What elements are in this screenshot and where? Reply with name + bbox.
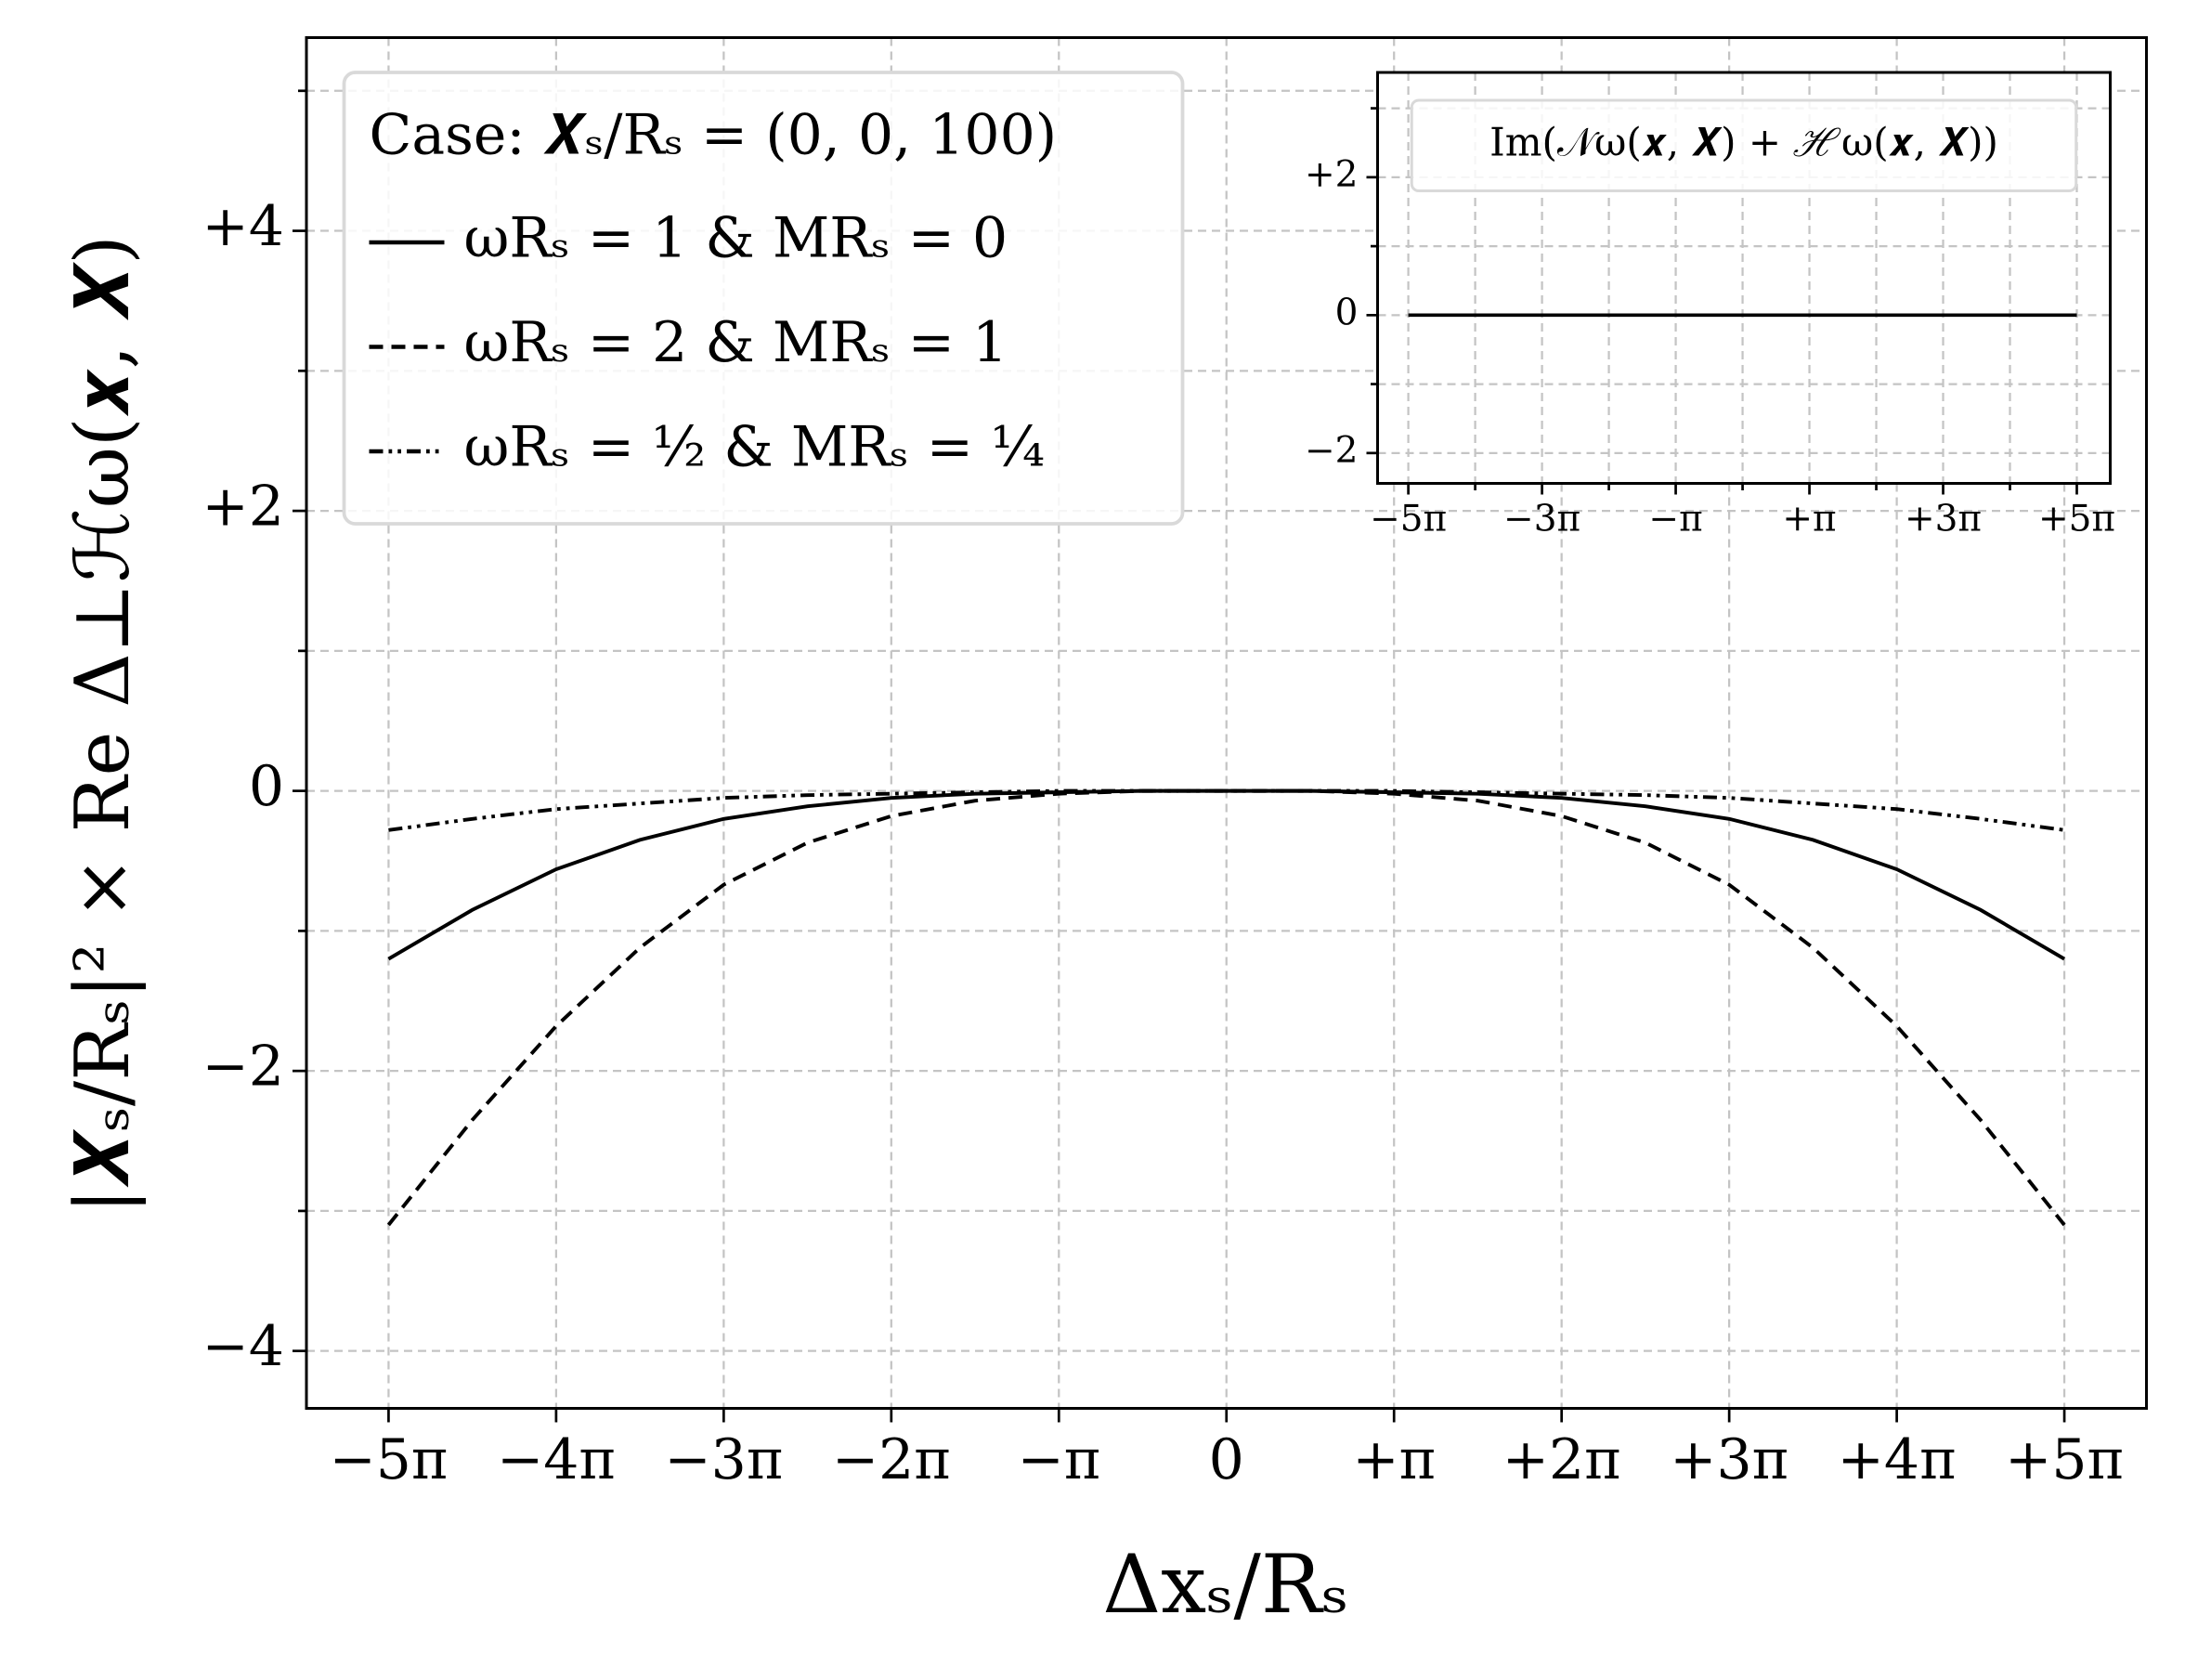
y-tick-label: −4 bbox=[202, 1314, 284, 1379]
x-tick-label: +5π bbox=[2005, 1427, 2124, 1492]
y-tick-label: +2 bbox=[202, 475, 284, 540]
x-tick-label: +π bbox=[1352, 1427, 1436, 1492]
y-tick-label: −2 bbox=[202, 1035, 284, 1100]
x-tick-label: +π bbox=[1782, 499, 1836, 540]
legend-title: Case: 𝑿ₛ/Rₛ = (0, 0, 100) bbox=[369, 103, 1057, 168]
x-tick-label: −π bbox=[1648, 499, 1702, 540]
y-tick-label: −2 bbox=[1305, 430, 1358, 472]
x-tick-label: 0 bbox=[1209, 1427, 1244, 1492]
axes-frame bbox=[1375, 71, 2112, 486]
inset-title: Im(𝒩ω(𝒙, 𝑿) + ℋω(𝒙, 𝑿)) bbox=[1489, 120, 1998, 165]
x-tick-label: −π bbox=[1017, 1427, 1100, 1492]
y-axis-label: |𝑿ₛ/Rₛ|² × Re Δ⊥ℋω(𝒙, 𝑿) bbox=[59, 235, 147, 1214]
data-line bbox=[386, 788, 2066, 1227]
y-tick-label: 0 bbox=[1335, 292, 1359, 333]
axes-frame bbox=[305, 36, 2148, 1410]
y-tick-label: +4 bbox=[202, 194, 284, 259]
legend-label: ωRₛ = ½ & MRₛ = ¼ bbox=[463, 415, 1045, 480]
data-line bbox=[388, 788, 2065, 832]
x-tick-label: −2π bbox=[832, 1427, 951, 1492]
x-tick-label: −5π bbox=[1370, 499, 1447, 540]
x-tick-label: +2π bbox=[1502, 1427, 1621, 1492]
legend-label: ωRₛ = 1 & MRₛ = 0 bbox=[463, 206, 1008, 271]
x-tick-label: +4π bbox=[1838, 1427, 1957, 1492]
x-tick-label: +3π bbox=[1670, 1427, 1788, 1492]
legend-label: ωRₛ = 2 & MRₛ = 1 bbox=[463, 310, 1008, 375]
x-tick-label: −3π bbox=[1503, 499, 1580, 540]
y-tick-label: +2 bbox=[1305, 154, 1358, 196]
x-tick-label: −3π bbox=[664, 1427, 783, 1492]
x-tick-label: +5π bbox=[2038, 499, 2115, 540]
legend-box bbox=[1410, 98, 2078, 193]
x-axis-label: Δxₛ/Rₛ bbox=[1102, 1537, 1348, 1632]
x-tick-label: −4π bbox=[497, 1427, 616, 1492]
x-tick-label: −5π bbox=[329, 1427, 448, 1492]
legend-box bbox=[342, 71, 1185, 526]
x-tick-label: +3π bbox=[1905, 499, 1982, 540]
y-tick-label: 0 bbox=[249, 754, 284, 819]
